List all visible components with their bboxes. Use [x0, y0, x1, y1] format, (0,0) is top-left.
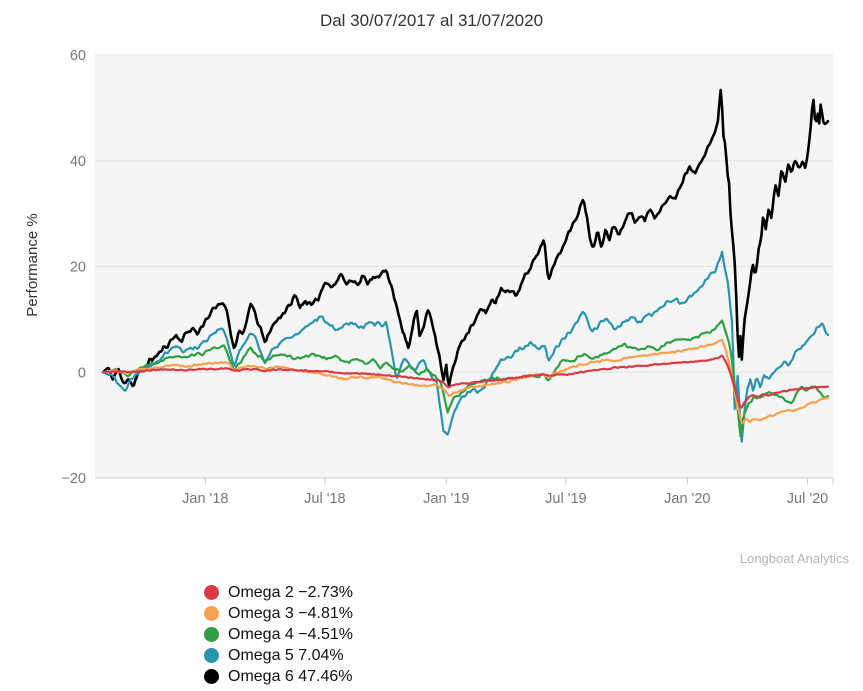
legend-marker-icon — [204, 669, 219, 684]
x-tick-label: Jul '19 — [545, 491, 586, 507]
y-tick-label: 40 — [70, 154, 86, 170]
legend-item-omega-4[interactable]: Omega 4 −4.51% — [204, 624, 353, 645]
series-line-omega-3 — [101, 339, 830, 424]
legend-item-omega-2[interactable]: Omega 2 −2.73% — [204, 582, 353, 603]
y-axis-title: Performance % — [24, 213, 41, 317]
legend-label: Omega 3 −4.81% — [228, 604, 353, 622]
legend-label: Omega 4 −4.51% — [228, 625, 353, 643]
series-line-omega-2 — [101, 354, 830, 409]
legend-marker-icon — [204, 606, 219, 621]
plot-area: 60 40 20 0 −20 Jan '18 Jul '18 Jan '19 Jul '19 Ja… — [61, 48, 834, 507]
y-tick-label: 0 — [78, 365, 86, 381]
legend-item-omega-3[interactable]: Omega 3 −4.81% — [204, 603, 353, 624]
x-tick-label: Jan '20 — [664, 491, 710, 507]
y-tick-label: 60 — [70, 48, 86, 64]
x-tick-label: Jul '20 — [787, 491, 828, 507]
chart-title: Dal 30/07/2017 al 31/07/2020 — [319, 11, 544, 30]
legend-marker-icon — [204, 627, 219, 642]
legend-label: Omega 2 −2.73% — [228, 583, 353, 601]
credits-link[interactable]: Longboat Analytics — [739, 551, 849, 566]
series-line-omega-5 — [101, 250, 830, 443]
x-tick-label: Jul '18 — [304, 491, 345, 507]
series-line-omega-6 — [101, 88, 830, 388]
legend-marker-icon — [204, 648, 219, 663]
legend-item-omega-5[interactable]: Omega 5 7.04% — [204, 645, 353, 666]
y-tick-label: −20 — [61, 471, 86, 487]
legend: Omega 2 −2.73% Omega 3 −4.81% Omega 4 −4.5… — [204, 582, 353, 687]
y-tick-label: 20 — [70, 260, 86, 276]
x-tick-label: Jan '18 — [182, 491, 228, 507]
legend-item-omega-6[interactable]: Omega 6 47.46% — [204, 666, 353, 687]
legend-label: Omega 6 47.46% — [228, 667, 353, 685]
legend-marker-icon — [204, 585, 219, 600]
x-tick-label: Jan '19 — [423, 491, 469, 507]
legend-label: Omega 5 7.04% — [228, 646, 344, 664]
